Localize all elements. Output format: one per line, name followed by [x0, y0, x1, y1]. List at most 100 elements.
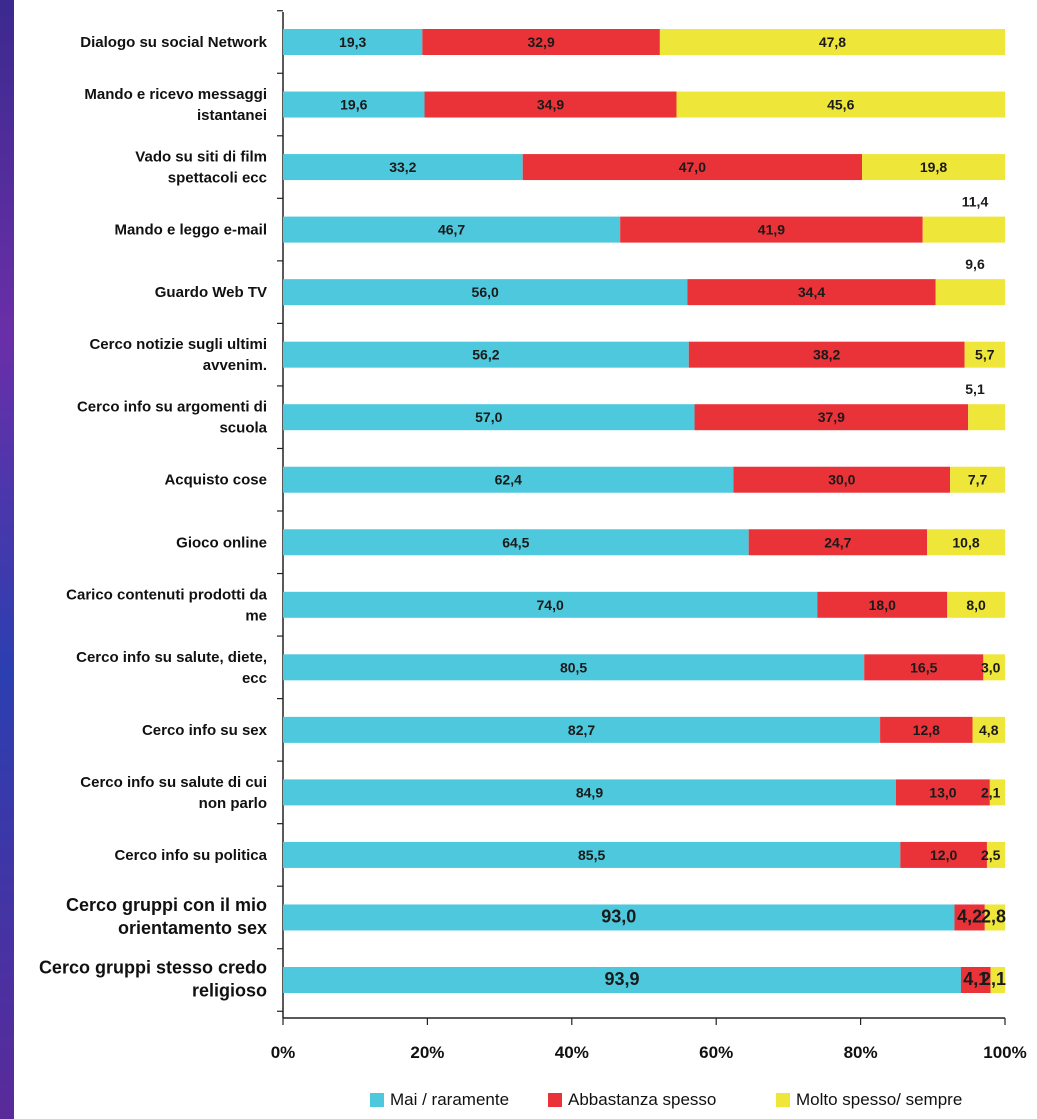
bar-segment [983, 654, 1005, 681]
value-label: 7,7 [968, 472, 988, 488]
category-label-line: Cerco info su argomenti di [77, 399, 267, 416]
legend-item-mai: Mai / raramente [370, 1090, 509, 1110]
value-label: 41,9 [758, 222, 785, 238]
value-label: 8,0 [966, 597, 986, 613]
bar-segment [990, 967, 1005, 993]
legend-label-molto: Molto spesso/ sempre [796, 1090, 963, 1109]
bar-segment [733, 466, 951, 493]
bar-segment [864, 654, 984, 681]
category-label-line: istantanei [197, 107, 267, 124]
bar-segment [947, 591, 1005, 618]
value-label: 24,7 [824, 534, 851, 550]
value-label: 5,1 [965, 381, 985, 397]
category-label-line: Mando e leggo e-mail [114, 222, 267, 239]
bar-segment [283, 216, 621, 243]
category-label: Carico contenuti prodotti da me [66, 586, 267, 624]
category-label-line: avvenim. [203, 357, 267, 374]
category-label-line: non parlo [199, 795, 267, 812]
category-label: Gioco online [176, 534, 267, 551]
value-label: 46,7 [438, 222, 465, 238]
value-label: 13,0 [929, 784, 956, 800]
x-tick-label: 100% [983, 1043, 1026, 1062]
category-label: Cerco info su salute di cui non parlo [80, 774, 267, 812]
bar-segment [954, 904, 985, 931]
bar-segment [687, 279, 936, 306]
value-label: 4,2 [957, 906, 982, 926]
category-label: Cerco info su argomenti di scuola [77, 399, 268, 437]
chart-legend: Mai / raramente Abbastanza spesso Molto … [0, 1088, 1037, 1116]
category-label: Mando e leggo e-mail [114, 222, 267, 239]
value-label: 57,0 [475, 409, 502, 425]
category-label: Cerco gruppi con il mio orientamento sex [66, 895, 267, 938]
bar-segment [862, 154, 1005, 181]
value-label: 74,0 [537, 597, 564, 613]
legend-swatch-abbastanza [548, 1093, 562, 1107]
category-label: Cerco info su sex [142, 722, 268, 739]
category-label: Vado su siti di film spettacoli ecc [135, 149, 267, 187]
bar-segment [522, 154, 863, 181]
x-tick-label: 60% [699, 1043, 733, 1062]
category-label-line: Cerco info su salute di cui [80, 774, 267, 791]
category-label-line: religioso [192, 981, 267, 1001]
value-label: 93,9 [604, 969, 639, 989]
value-label: 9,6 [965, 256, 985, 272]
value-label: 2,1 [981, 969, 1006, 989]
legend-item-molto: Molto spesso/ sempre [776, 1090, 962, 1110]
category-label: Cerco info su politica [114, 847, 267, 864]
bar-segment [989, 779, 1005, 806]
value-label: 12,0 [930, 847, 957, 863]
bar-segment [283, 967, 961, 993]
category-label-line: Dialogo su social Network [80, 34, 267, 51]
bar-segment [283, 466, 734, 493]
category-label-line: Cerco notizie sugli ultimi [89, 336, 267, 353]
value-label: 62,4 [495, 472, 522, 488]
bar-segment [283, 841, 901, 868]
value-label: 34,9 [537, 97, 564, 113]
bar-segment [972, 716, 1005, 743]
value-label: 18,0 [869, 597, 896, 613]
x-tick-label: 40% [555, 1043, 589, 1062]
value-label: 4,1 [963, 969, 988, 989]
bar-segment [817, 591, 948, 618]
bar-segment [283, 716, 881, 743]
bar-segment [283, 154, 523, 181]
category-label-line: orientamento sex [118, 918, 267, 938]
category-label: Mando e ricevo messaggi istantanei [84, 86, 267, 124]
value-label: 3,0 [981, 659, 1001, 675]
category-label-line: Guardo Web TV [155, 284, 267, 301]
category-label-line: Cerco gruppi stesso credo [39, 958, 267, 978]
value-label: 64,5 [502, 534, 529, 550]
decorative-left-strip [0, 0, 14, 1119]
category-label-line: me [245, 607, 267, 624]
bar-segment [880, 716, 973, 743]
bar-segment [424, 91, 677, 118]
value-label: 19,3 [339, 34, 366, 50]
value-label: 84,9 [576, 784, 603, 800]
bar-segment [283, 654, 865, 681]
bar-segment [694, 404, 969, 431]
bar-segment [900, 841, 987, 868]
value-label: 2,5 [981, 847, 1001, 863]
category-label: Cerco gruppi stesso credo religioso [39, 958, 267, 1001]
bar-segment [688, 341, 965, 368]
bar-segment [283, 404, 695, 431]
value-label: 85,5 [578, 847, 605, 863]
category-label: Cerco notizie sugli ultimi avvenim. [89, 336, 267, 374]
bar-segment [935, 279, 1005, 306]
category-label-line: Gioco online [176, 534, 267, 551]
value-label: 47,0 [679, 159, 706, 175]
category-label-line: spettacoli ecc [168, 170, 267, 187]
category-label-line: ecc [242, 670, 267, 687]
legend-swatch-mai [370, 1093, 384, 1107]
category-label-line: Carico contenuti prodotti da [66, 586, 267, 603]
value-label: 34,4 [798, 284, 825, 300]
bar-segment [283, 29, 423, 55]
value-label: 33,2 [389, 159, 416, 175]
bar-segment [748, 529, 928, 556]
value-label: 4,8 [979, 722, 999, 738]
value-label: 19,8 [920, 159, 947, 175]
value-label: 16,5 [910, 659, 937, 675]
value-label: 37,9 [818, 409, 845, 425]
bar-segment [922, 216, 1005, 243]
